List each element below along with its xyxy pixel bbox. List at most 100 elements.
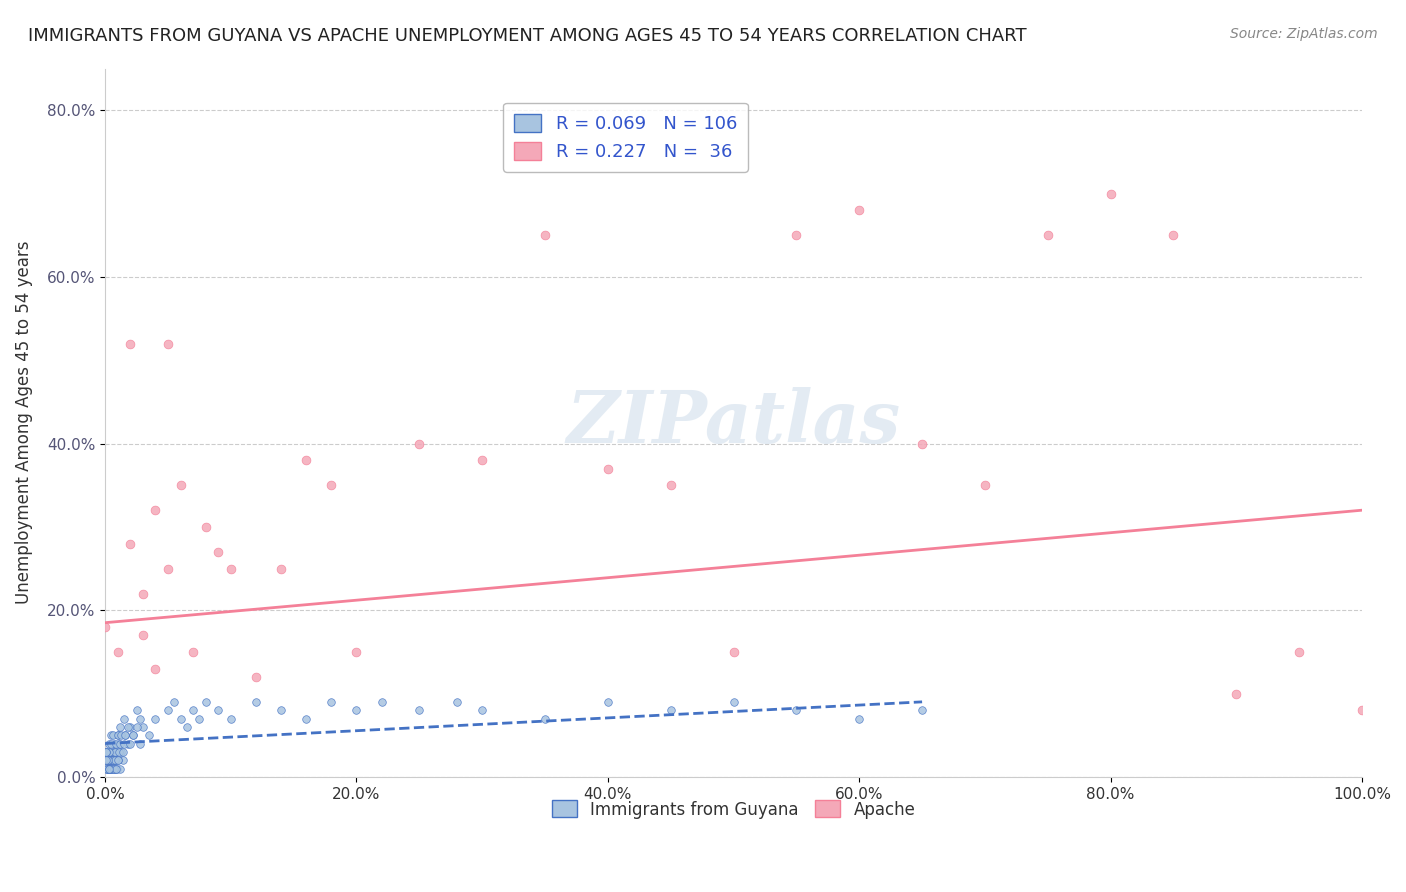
- Point: [96, 745, 118, 759]
- Point: [108, 745, 131, 759]
- Point: [107, 753, 129, 767]
- Point: [98, 753, 121, 767]
- Point: [723, 695, 745, 709]
- Legend: Immigrants from Guyana, Apache: Immigrants from Guyana, Apache: [546, 794, 922, 825]
- Point: [1163, 228, 1185, 243]
- Point: [471, 453, 494, 467]
- Point: [104, 745, 127, 759]
- Point: [104, 753, 127, 767]
- Text: ZIPatlas: ZIPatlas: [567, 387, 901, 458]
- Point: [100, 762, 122, 776]
- Point: [100, 762, 122, 776]
- Point: [270, 561, 292, 575]
- Point: [117, 737, 139, 751]
- Point: [100, 737, 122, 751]
- Point: [596, 695, 619, 709]
- Point: [145, 503, 167, 517]
- Point: [176, 720, 198, 734]
- Point: [346, 703, 368, 717]
- Point: [103, 762, 125, 776]
- Point: [911, 436, 934, 450]
- Point: [659, 703, 682, 717]
- Point: [911, 703, 934, 717]
- Point: [245, 695, 267, 709]
- Point: [108, 762, 131, 776]
- Point: [98, 762, 121, 776]
- Point: [97, 753, 120, 767]
- Point: [120, 536, 142, 550]
- Point: [408, 436, 430, 450]
- Point: [96, 745, 118, 759]
- Point: [103, 753, 125, 767]
- Point: [723, 645, 745, 659]
- Point: [110, 728, 132, 742]
- Point: [534, 712, 557, 726]
- Point: [974, 478, 997, 492]
- Point: [94, 620, 117, 634]
- Point: [321, 478, 343, 492]
- Point: [181, 645, 204, 659]
- Point: [132, 628, 155, 642]
- Point: [1351, 703, 1374, 717]
- Point: [1225, 687, 1247, 701]
- Text: Source: ZipAtlas.com: Source: ZipAtlas.com: [1230, 27, 1378, 41]
- Point: [97, 762, 120, 776]
- Point: [97, 762, 120, 776]
- Point: [96, 762, 118, 776]
- Point: [121, 728, 143, 742]
- Point: [94, 753, 117, 767]
- Point: [101, 753, 124, 767]
- Point: [104, 753, 127, 767]
- Point: [100, 728, 122, 742]
- Point: [101, 728, 124, 742]
- Point: [96, 762, 118, 776]
- Point: [295, 712, 318, 726]
- Point: [120, 720, 142, 734]
- Point: [107, 728, 129, 742]
- Point: [97, 762, 120, 776]
- Point: [596, 461, 619, 475]
- Point: [98, 753, 121, 767]
- Point: [97, 753, 120, 767]
- Point: [104, 753, 127, 767]
- Point: [471, 703, 494, 717]
- Point: [138, 728, 160, 742]
- Point: [111, 745, 134, 759]
- Point: [98, 753, 121, 767]
- Point: [121, 728, 143, 742]
- Point: [125, 703, 148, 717]
- Point: [108, 737, 131, 751]
- Point: [107, 753, 129, 767]
- Point: [1099, 186, 1122, 201]
- Point: [1036, 228, 1059, 243]
- Point: [117, 720, 139, 734]
- Point: [181, 703, 204, 717]
- Point: [98, 753, 121, 767]
- Point: [156, 336, 179, 351]
- Point: [97, 762, 120, 776]
- Point: [108, 720, 131, 734]
- Point: [848, 712, 870, 726]
- Point: [125, 720, 148, 734]
- Point: [97, 753, 120, 767]
- Point: [156, 561, 179, 575]
- Point: [97, 753, 120, 767]
- Point: [108, 737, 131, 751]
- Point: [207, 545, 229, 559]
- Point: [103, 737, 125, 751]
- Text: IMMIGRANTS FROM GUYANA VS APACHE UNEMPLOYMENT AMONG AGES 45 TO 54 YEARS CORRELAT: IMMIGRANTS FROM GUYANA VS APACHE UNEMPLO…: [28, 27, 1026, 45]
- Point: [96, 745, 118, 759]
- Point: [408, 703, 430, 717]
- Point: [97, 753, 120, 767]
- Point: [97, 737, 120, 751]
- Point: [114, 728, 136, 742]
- Point: [1288, 645, 1310, 659]
- Point: [219, 712, 242, 726]
- Point: [112, 737, 135, 751]
- Point: [346, 645, 368, 659]
- Point: [120, 737, 142, 751]
- Point: [145, 712, 167, 726]
- Point: [97, 762, 120, 776]
- Point: [103, 762, 125, 776]
- Point: [101, 753, 124, 767]
